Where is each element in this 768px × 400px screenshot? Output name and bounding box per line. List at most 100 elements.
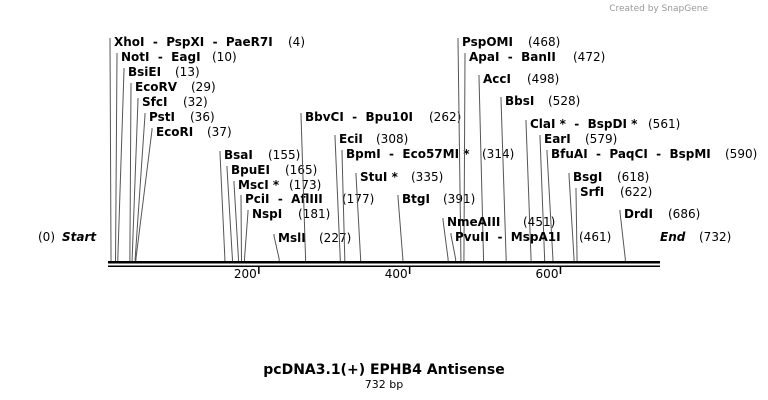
site-leader: [500, 97, 507, 261]
site-position: (561): [648, 117, 680, 131]
site-leader: [109, 38, 112, 261]
site-name: EcoRV: [135, 80, 178, 94]
site-name: PstI: [149, 110, 175, 124]
site-position: (308): [376, 132, 408, 146]
site-name: ApaI - BanII: [469, 50, 556, 64]
site-name: SrfI: [580, 185, 604, 199]
site-position: (335): [411, 170, 443, 184]
site-leader: [300, 113, 307, 261]
credit: Created by SnapGene: [609, 4, 708, 14]
site-leader: [355, 173, 362, 261]
site-name: MslI: [278, 231, 306, 245]
site-name: BbvCI - Bpu10I: [305, 110, 413, 124]
site-name: BpmI - Eco57MI *: [346, 147, 470, 161]
site-name: NmeAIII: [447, 215, 500, 229]
site-name: PspOMI: [462, 35, 513, 49]
tick-label: 600: [536, 267, 559, 281]
site-position: (622): [620, 185, 652, 199]
site-leader: [243, 210, 249, 261]
site-leader: [525, 120, 532, 261]
site-leader: [397, 195, 404, 261]
site-leader: [575, 188, 578, 261]
backbone: [108, 265, 660, 267]
site-position: (29): [191, 80, 216, 94]
site-leader: [619, 210, 626, 261]
site-name: ClaI * - BspDI *: [530, 117, 638, 131]
site-name: PciI - AflIII: [245, 192, 323, 206]
site-name: BsiEI: [128, 65, 161, 79]
site-leader: [135, 128, 153, 261]
site-leader: [341, 150, 346, 261]
site-name: XhoI - PspXI - PaeR7I: [114, 35, 273, 49]
end-label: End: [660, 230, 686, 244]
site-name: PvuII - MspA1I: [455, 230, 561, 244]
site-name: BsgI: [573, 170, 602, 184]
site-leader: [129, 83, 132, 261]
map-title: pcDNA3.1(+) EPHB4 Antisense: [263, 362, 504, 378]
site-leader: [115, 53, 118, 261]
site-name: DrdI: [624, 207, 653, 221]
site-leader: [442, 218, 449, 261]
site-leader: [134, 113, 146, 261]
site-name: AccI: [483, 72, 511, 86]
site-leader: [219, 151, 226, 261]
site-position: (181): [298, 207, 330, 221]
site-position: (314): [482, 147, 514, 161]
site-position: (472): [573, 50, 605, 64]
site-name: SfcI: [142, 95, 167, 109]
site-name: EarI: [544, 132, 571, 146]
site-leader: [334, 135, 341, 261]
start-label: Start: [62, 230, 97, 244]
site-position: (177): [342, 192, 374, 206]
site-name: BfuAI - PaqCI - BspMI: [551, 147, 711, 161]
site-leader: [226, 166, 233, 261]
site-name: BbsI: [505, 94, 534, 108]
site-leader: [539, 135, 546, 261]
site-leader: [568, 173, 575, 261]
tick-label: 400: [385, 267, 408, 281]
site-position: (686): [668, 207, 700, 221]
site-name: EcoRI: [156, 125, 193, 139]
site-position: (173): [289, 178, 321, 192]
site-leader: [546, 150, 554, 261]
site-position: (36): [190, 110, 215, 124]
tick-label: 200: [234, 267, 257, 281]
site-position: (165): [285, 163, 317, 177]
site-name: StuI *: [360, 170, 399, 184]
site-leader: [273, 234, 280, 261]
site-leader: [478, 75, 485, 261]
site-position: (13): [175, 65, 200, 79]
site-leader: [117, 68, 125, 261]
site-position: (227): [319, 231, 351, 245]
site-leader: [463, 53, 466, 261]
site-name: BtgI: [402, 192, 430, 206]
site-name: NotI - EagI: [121, 50, 201, 64]
backbone: [108, 261, 660, 264]
map-length: 732 bp: [365, 378, 403, 391]
site-name: EciI: [339, 132, 363, 146]
site-position: (528): [548, 94, 580, 108]
site-position: (498): [527, 72, 559, 86]
site-position: (579): [585, 132, 617, 146]
site-position: (155): [268, 148, 300, 162]
site-position: (451): [523, 215, 555, 229]
site-position: (391): [443, 192, 475, 206]
site-position: (262): [429, 110, 461, 124]
site-position: (37): [207, 125, 232, 139]
site-position: (468): [528, 35, 560, 49]
site-position: (618): [617, 170, 649, 184]
site-position: (10): [212, 50, 237, 64]
end-position: (732): [699, 230, 731, 244]
site-leader: [457, 38, 462, 261]
site-name: NspI: [252, 207, 282, 221]
site-position: (590): [725, 147, 757, 161]
site-position: (32): [183, 95, 208, 109]
site-leader: [233, 181, 239, 261]
site-position: (461): [579, 230, 611, 244]
start-position: (0): [38, 230, 55, 244]
site-name: BpuEI: [231, 163, 270, 177]
site-leader: [131, 98, 139, 261]
site-position: (4): [288, 35, 305, 49]
site-name: BsaI: [224, 148, 253, 162]
